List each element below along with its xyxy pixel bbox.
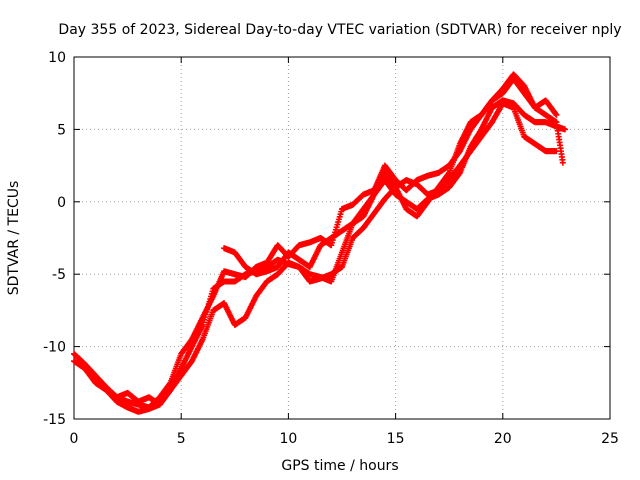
x-tick-label: 0 — [70, 431, 79, 447]
y-axis-title: SDTVAR / TECUs — [6, 181, 22, 296]
y-tick-label: -15 — [43, 412, 66, 428]
y-tick-label: 0 — [57, 195, 66, 211]
data-point-marker — [561, 126, 568, 133]
x-tick-label: 15 — [387, 431, 405, 447]
chart-title: Day 355 of 2023, Sidereal Day-to-day VTE… — [58, 22, 621, 38]
y-tick-label: 5 — [57, 122, 66, 138]
x-tick-label: 10 — [279, 431, 297, 447]
y-tick-label: -10 — [43, 340, 66, 356]
grid-lines — [74, 57, 610, 419]
axis-ticks: 0 5 10 15 20 25 -15 -10 -5 0 5 10 — [43, 50, 619, 447]
y-tick-label: -5 — [52, 267, 66, 283]
plot-frame — [73, 56, 611, 420]
x-tick-label: 20 — [494, 431, 512, 447]
series-track-d — [221, 71, 566, 278]
series-track-c — [81, 100, 560, 408]
y-tick-label: 10 — [48, 50, 66, 66]
data-point-marker — [559, 159, 566, 166]
data-point-marker — [553, 111, 560, 118]
series-track-b — [71, 97, 568, 415]
x-tick-label: 5 — [177, 431, 186, 447]
x-tick-label: 25 — [601, 431, 619, 447]
data-markers — [71, 71, 568, 415]
x-axis-title: GPS time / hours — [281, 458, 398, 474]
